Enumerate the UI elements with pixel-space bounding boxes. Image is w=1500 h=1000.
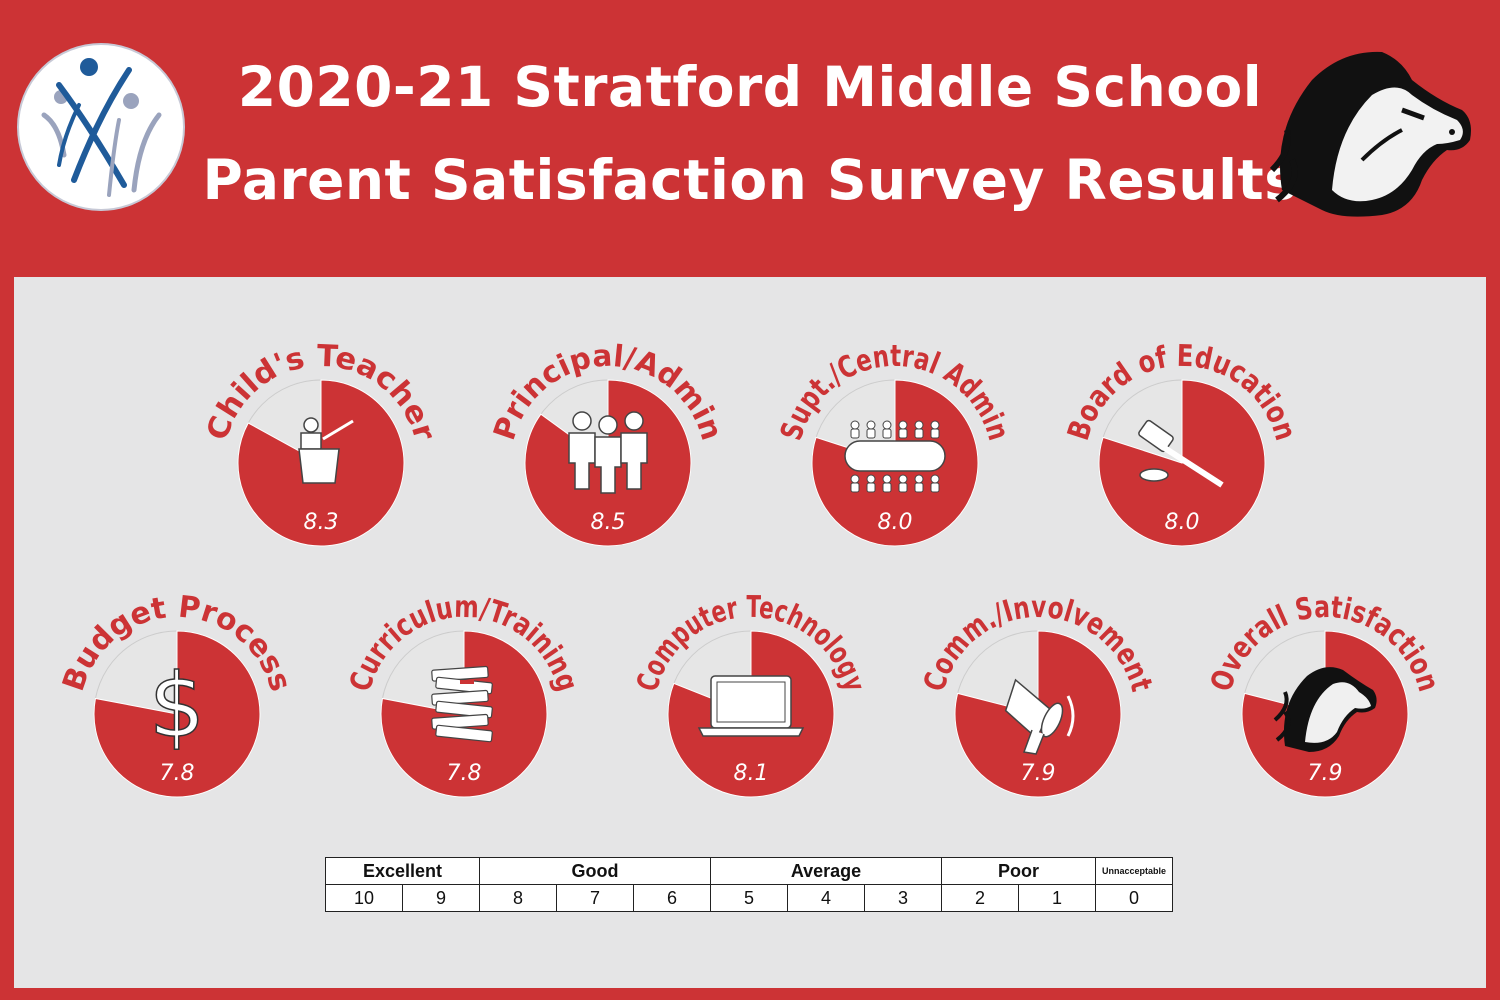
megaphone-icon <box>1004 678 1075 755</box>
pie-slice-score <box>954 630 1122 798</box>
scale-value: 1 <box>1018 884 1096 912</box>
pie-value-label: 8.5 <box>591 510 626 535</box>
pie-slice-score <box>93 630 261 798</box>
pie-value-label: 8.0 <box>878 510 913 535</box>
svg-text:$: $ <box>149 654 205 757</box>
pie-value-label: 7.9 <box>1021 761 1056 786</box>
scale-value: 2 <box>941 884 1019 912</box>
scale-value: 5 <box>710 884 788 912</box>
scale-value-row: 10 9 8 7 6 5 4 3 2 1 0 <box>325 884 1173 912</box>
mustang-mascot-icon <box>1273 667 1377 752</box>
scale-value: 6 <box>633 884 711 912</box>
pie-value-label: 8.3 <box>304 510 339 535</box>
scale-value: 4 <box>787 884 865 912</box>
title-line-2: Parent Satisfaction Survey Results <box>202 148 1298 212</box>
header-banner: 2020-21 Stratford Middle School Parent S… <box>0 0 1500 262</box>
pie-value-label: 8.1 <box>734 761 769 786</box>
pie-value-label: 7.8 <box>160 761 195 786</box>
scale-category: Unnacceptable <box>1095 857 1173 885</box>
teacher-at-podium-icon <box>298 417 354 484</box>
pie-slice-score <box>1098 379 1266 547</box>
rating-scale: Excellent Good Average Poor Unnacceptable 10… <box>325 857 1173 912</box>
scale-value: 8 <box>479 884 557 912</box>
scale-category: Excellent <box>325 857 480 885</box>
scale-value: 7 <box>556 884 634 912</box>
scale-category: Average <box>710 857 942 885</box>
mustang-logo <box>1262 40 1482 225</box>
scale-category-row: Excellent Good Average Poor Unnacceptable <box>325 857 1173 885</box>
title-line-1: 2020-21 Stratford Middle School <box>237 55 1263 119</box>
people-figures-icon <box>41 58 162 197</box>
rating-scale-table: Excellent Good Average Poor Unnacceptable 10… <box>325 857 1173 912</box>
gavel-icon <box>1138 419 1224 488</box>
dollar-sign-icon: $ <box>148 653 206 758</box>
pie-value-label: 7.8 <box>447 761 482 786</box>
mustang-head-icon <box>1269 51 1471 217</box>
pie-slice-score <box>1241 630 1409 798</box>
pie-slice-score <box>380 630 548 798</box>
laptop-icon <box>697 675 805 737</box>
scale-value: 9 <box>402 884 480 912</box>
pie-slice-score <box>667 630 835 798</box>
scale-category: Good <box>479 857 711 885</box>
scale-category: Poor <box>941 857 1096 885</box>
pie-value-label: 8.0 <box>1165 510 1200 535</box>
district-logo <box>17 43 185 211</box>
pie-slice-score <box>524 379 692 547</box>
book-stack-icon <box>431 665 493 743</box>
scale-value: 3 <box>864 884 942 912</box>
pie-value-label: 7.9 <box>1308 761 1343 786</box>
scale-value: 10 <box>325 884 403 912</box>
scale-value: 0 <box>1095 884 1173 912</box>
people-group-icon <box>568 411 648 494</box>
conference-table-icon <box>844 420 946 493</box>
